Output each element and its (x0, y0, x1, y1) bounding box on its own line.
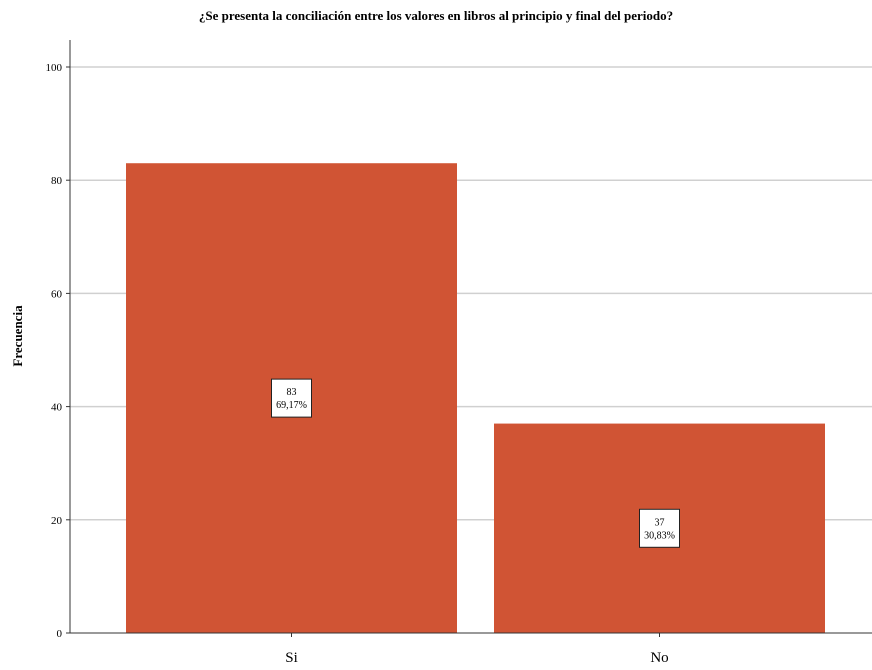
y-tick-label: 80 (51, 175, 63, 187)
axes: 0 20 40 60 80 100 Si No (46, 40, 872, 666)
data-label: 37 30,83% (639, 508, 680, 548)
bars (126, 163, 825, 633)
y-tick-label: 60 (51, 288, 63, 300)
x-tick-label: Si (285, 650, 298, 666)
y-axis-label: Frecuencia (10, 305, 25, 367)
data-label-count: 83 (287, 387, 297, 398)
y-tick-label: 0 (57, 628, 63, 640)
x-tick-label: No (650, 650, 668, 666)
chart-title: ¿Se presenta la conciliación entre los v… (199, 8, 673, 23)
y-tick-label: 100 (46, 62, 63, 74)
data-label-box (639, 508, 680, 548)
data-label-box (271, 378, 312, 418)
data-label-percent: 30,83% (644, 530, 675, 541)
y-tick-label: 20 (51, 515, 63, 527)
data-label: 83 69,17% (271, 378, 312, 418)
data-label-percent: 69,17% (276, 400, 307, 411)
data-labels: 83 69,17% 37 30,83% (271, 378, 680, 548)
data-label-count: 37 (655, 517, 665, 528)
y-tick-label: 40 (51, 402, 63, 414)
